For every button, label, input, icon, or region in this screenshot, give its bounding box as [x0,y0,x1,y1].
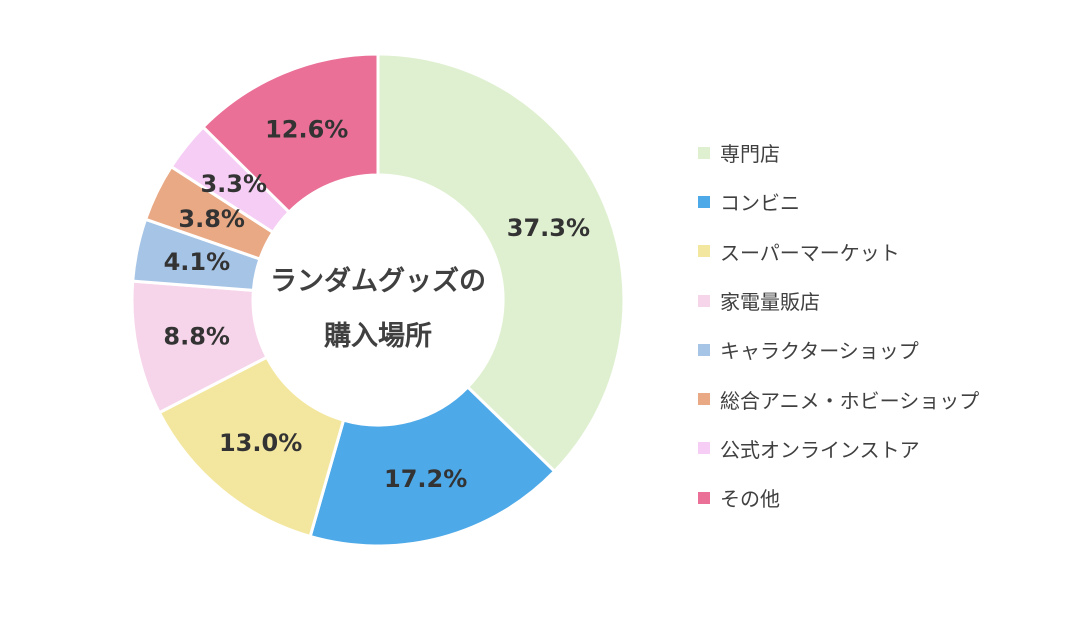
legend-label: コンビニ [720,191,800,216]
legend-label: キャラクターショップ [720,339,919,364]
value-label-character-shop: 4.1% [164,248,231,276]
value-label-electronics-store: 8.8% [163,323,230,351]
value-label-supermarket: 13.0% [219,429,302,457]
legend-swatch [698,294,710,307]
legend-item-specialty-store: 専門店 [698,128,979,177]
legend: 専門店 コンビニ スーパーマーケット 家電量販店 キャラクターショップ 総合アニ… [698,128,979,522]
value-label-official-online-store: 3.3% [200,170,267,198]
legend-swatch [698,442,710,455]
legend-label: 公式オンラインストア [720,437,920,462]
legend-swatch [698,146,710,159]
legend-item-supermarket: スーパーマーケット [698,227,979,276]
legend-label: 専門店 [720,142,780,167]
legend-item-other: その他 [698,473,979,522]
donut-slices [130,52,626,548]
value-label-convenience-store: 17.2% [384,465,467,493]
legend-item-electronics-store: 家電量販店 [698,276,979,325]
legend-swatch [698,393,710,406]
center-title-line-2: 購入場所 [324,321,432,352]
slice-supermarket [157,355,346,539]
slice-convenience-store [308,384,557,548]
legend-swatch [698,491,710,504]
value-label-anime-hobby-shop: 3.8% [178,205,245,233]
value-label-other: 12.6% [265,115,348,143]
center-title-line-1: ランダムグッズの [270,265,486,297]
legend-label: 総合アニメ・ホビーショップ [720,388,980,413]
legend-item-convenience-store: コンビニ [698,177,979,226]
slice-value-labels: 37.3% 17.2% 13.0% 8.8% 4.1% 3.8% 3.3% 12.6% [163,115,590,492]
legend-item-anime-hobby-shop: 総合アニメ・ホビーショップ [698,374,979,423]
legend-label: その他 [720,487,780,512]
slice-other [200,52,380,215]
legend-label: 家電量販店 [720,290,820,315]
center-title: ランダムグッズの 購入場所 [270,265,486,352]
legend-item-character-shop: キャラクターショップ [698,325,979,374]
legend-item-official-online-store: 公式オンラインストア [698,424,979,473]
slice-specialty-store [376,52,626,474]
legend-swatch [698,343,710,356]
value-label-specialty-store: 37.3% [507,214,590,242]
legend-swatch [698,245,710,258]
legend-label: スーパーマーケット [720,240,900,265]
legend-swatch [698,195,710,208]
